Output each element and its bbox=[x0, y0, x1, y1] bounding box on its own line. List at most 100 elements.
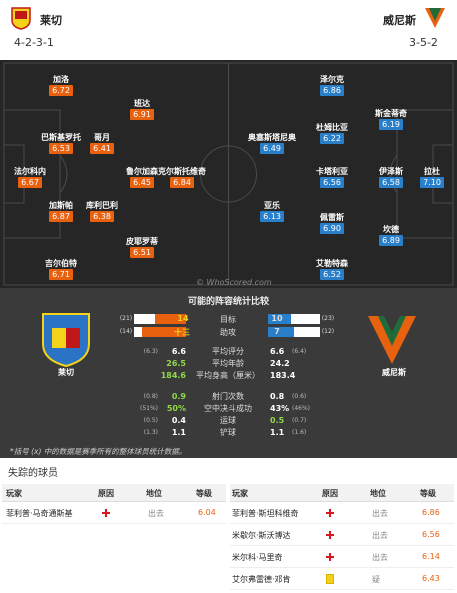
home-formation: 4-2-3-1 bbox=[14, 36, 54, 49]
player-rating: 6.87 bbox=[49, 211, 73, 222]
col-player: 玩家 bbox=[6, 489, 22, 498]
away-player-st1[interactable]: 奥塞斯塔尼奥 6.49 bbox=[242, 132, 302, 154]
table-row[interactable]: 米歇尔·斯沃博达 出去 6.56 bbox=[230, 524, 454, 546]
player-rating: 6.41 bbox=[90, 143, 114, 154]
player-name: 加洛 bbox=[53, 75, 69, 84]
player-name: 鲁尔加森 bbox=[126, 167, 158, 176]
away-player-cb2[interactable]: 伊泽斯 6.58 bbox=[361, 166, 421, 188]
missing-player-rating: 6.04 bbox=[198, 508, 216, 517]
missing-player-name[interactable]: 米歇尔·斯沃博达 bbox=[232, 531, 291, 540]
home-stat: 184.6 bbox=[160, 371, 186, 380]
col-position: 地位 bbox=[146, 489, 162, 498]
missing-player-status: 疑 bbox=[372, 575, 380, 584]
away-player-lwb[interactable]: 艾勒特森 6.52 bbox=[302, 258, 362, 280]
missing-player-status: 出去 bbox=[372, 531, 388, 540]
yellow-card-icon bbox=[326, 574, 334, 584]
home-player-lb[interactable]: 吉尔伯特 6.71 bbox=[31, 258, 91, 280]
stat-row-avg-age: 26.5 平均年龄 24.2 bbox=[140, 358, 320, 369]
table-row[interactable]: 艾尔弗雷德·邓肯 疑 6.43 bbox=[230, 568, 454, 590]
player-rating: 6.86 bbox=[320, 85, 344, 96]
away-player-cb1[interactable]: 斯金蒂奇 6.19 bbox=[361, 108, 421, 130]
away-player-rwb[interactable]: 泽尔克 6.86 bbox=[302, 74, 362, 96]
home-team-name[interactable]: 莱切 bbox=[40, 14, 62, 27]
player-rating: 6.22 bbox=[320, 133, 344, 144]
home-stat-sub: (0.8) bbox=[143, 393, 158, 400]
home-player-st[interactable]: 克尔斯托维奇 6.84 bbox=[152, 166, 212, 188]
away-bar-fill bbox=[268, 314, 292, 324]
missing-player-name[interactable]: 米尔科·马里奇 bbox=[232, 553, 283, 562]
home-total: (21) bbox=[119, 315, 133, 322]
away-missing-table: 玩家 原因 地位 等级 菲利普·斯坦科维奇 出去 6.86 米歇尔·斯沃博达 出… bbox=[230, 484, 454, 590]
player-name: 卡塔利亚 bbox=[316, 167, 348, 176]
home-player-gk[interactable]: 法尔科内 6.67 bbox=[0, 166, 60, 188]
injury-icon bbox=[102, 509, 110, 517]
player-rating: 6.90 bbox=[320, 223, 344, 234]
away-stat: 1.1 bbox=[270, 428, 285, 437]
home-value: 十三 bbox=[174, 328, 190, 337]
home-bar-fill bbox=[154, 314, 186, 324]
home-player-rb[interactable]: 加洛 6.72 bbox=[31, 74, 91, 96]
away-total: (23) bbox=[321, 315, 335, 322]
away-bar-fill bbox=[268, 327, 294, 337]
away-stat: 43% bbox=[270, 404, 290, 413]
watermark: © WhoScored.com bbox=[196, 278, 272, 287]
player-rating: 7.10 bbox=[420, 177, 444, 188]
table-header: 玩家 原因 地位 等级 bbox=[2, 484, 226, 502]
away-player-gk[interactable]: 拉杜 7.10 bbox=[402, 166, 457, 188]
missing-players-title: 失踪的球员 bbox=[8, 468, 58, 479]
home-bar-track bbox=[134, 314, 186, 324]
away-stat: 183.4 bbox=[270, 371, 296, 380]
stat-label: 空中决斗成功 bbox=[204, 404, 252, 413]
player-rating: 6.49 bbox=[260, 143, 284, 154]
lineup-comparison: 可能的阵容统计比较 莱切 威尼斯 (21) 14 目标 10 (23) (14) bbox=[0, 288, 457, 458]
home-bar-track bbox=[134, 327, 186, 337]
home-player-dm2[interactable]: 库利巴利 6.38 bbox=[72, 200, 132, 222]
home-stat-sub: (0.5) bbox=[143, 417, 158, 424]
away-player-cm3[interactable]: 佩雷斯 6.90 bbox=[302, 212, 362, 234]
home-player-am[interactable]: 鲁尔加森 6.45 bbox=[112, 166, 172, 188]
player-name: 加斯帕 bbox=[49, 201, 73, 210]
player-name: 斯金蒂奇 bbox=[375, 109, 407, 118]
player-rating: 6.51 bbox=[130, 247, 154, 258]
player-rating: 6.53 bbox=[49, 143, 73, 154]
player-rating: 6.45 bbox=[130, 177, 154, 188]
away-player-cb3[interactable]: 坎德 6.89 bbox=[361, 224, 421, 246]
missing-player-name[interactable]: 菲利普·斯坦科维奇 bbox=[232, 509, 299, 518]
player-rating: 6.19 bbox=[379, 119, 403, 130]
missing-player-status: 出去 bbox=[372, 509, 388, 518]
bar-row-assists: (14) 十三 助攻 7 (12) bbox=[0, 327, 457, 337]
stat-label: 平均评分 bbox=[212, 347, 244, 356]
comparison-away-name: 威尼斯 bbox=[382, 368, 406, 377]
missing-player-rating: 6.86 bbox=[422, 508, 440, 517]
player-name: 巴斯基罗托 bbox=[41, 133, 81, 142]
table-row[interactable]: 米尔科·马里奇 出去 6.14 bbox=[230, 546, 454, 568]
table-row[interactable]: 菲利普·斯坦科维奇 出去 6.86 bbox=[230, 502, 454, 524]
table-row[interactable]: 菲利普·马奇通斯基 出去 6.04 bbox=[2, 502, 226, 524]
missing-player-rating: 6.56 bbox=[422, 530, 440, 539]
home-stat: 6.6 bbox=[171, 347, 186, 356]
home-player-rm[interactable]: 班达 6.91 bbox=[112, 98, 172, 120]
missing-player-name[interactable]: 艾尔弗雷德·邓肯 bbox=[232, 575, 291, 584]
player-name: 艾勒特森 bbox=[316, 259, 348, 268]
lecce-crest-icon bbox=[11, 7, 31, 30]
pitch-lines bbox=[3, 62, 454, 286]
player-name: 哥月 bbox=[94, 133, 110, 142]
player-rating: 6.56 bbox=[320, 177, 344, 188]
away-player-cm2[interactable]: 卡塔利亚 6.56 bbox=[302, 166, 362, 188]
comparison-footnote: *括号 (x) 中的数据是赛季所有的整体球员统计数据。 bbox=[10, 447, 187, 456]
away-player-st2[interactable]: 亚乐 6.13 bbox=[242, 200, 302, 222]
missing-player-rating: 6.14 bbox=[422, 552, 440, 561]
missing-player-name[interactable]: 菲利普·马奇通斯基 bbox=[6, 509, 73, 518]
home-player-cb2[interactable]: 加斯帕 6.87 bbox=[31, 200, 91, 222]
away-bar-track bbox=[268, 314, 320, 324]
home-stat: 50% bbox=[166, 404, 186, 413]
away-player-cm1[interactable]: 杜姆比亚 6.22 bbox=[302, 122, 362, 144]
home-player-lm[interactable]: 皮耶罗蒂 6.51 bbox=[112, 236, 172, 258]
home-player-dm1[interactable]: 哥月 6.41 bbox=[72, 132, 132, 154]
player-rating: 6.89 bbox=[379, 235, 403, 246]
missing-player-status: 出去 bbox=[148, 509, 164, 518]
home-player-cb1[interactable]: 巴斯基罗托 6.53 bbox=[31, 132, 91, 154]
missing-player-status: 出去 bbox=[372, 553, 388, 562]
away-bar-track bbox=[268, 327, 320, 337]
away-team-name[interactable]: 威尼斯 bbox=[383, 14, 416, 27]
